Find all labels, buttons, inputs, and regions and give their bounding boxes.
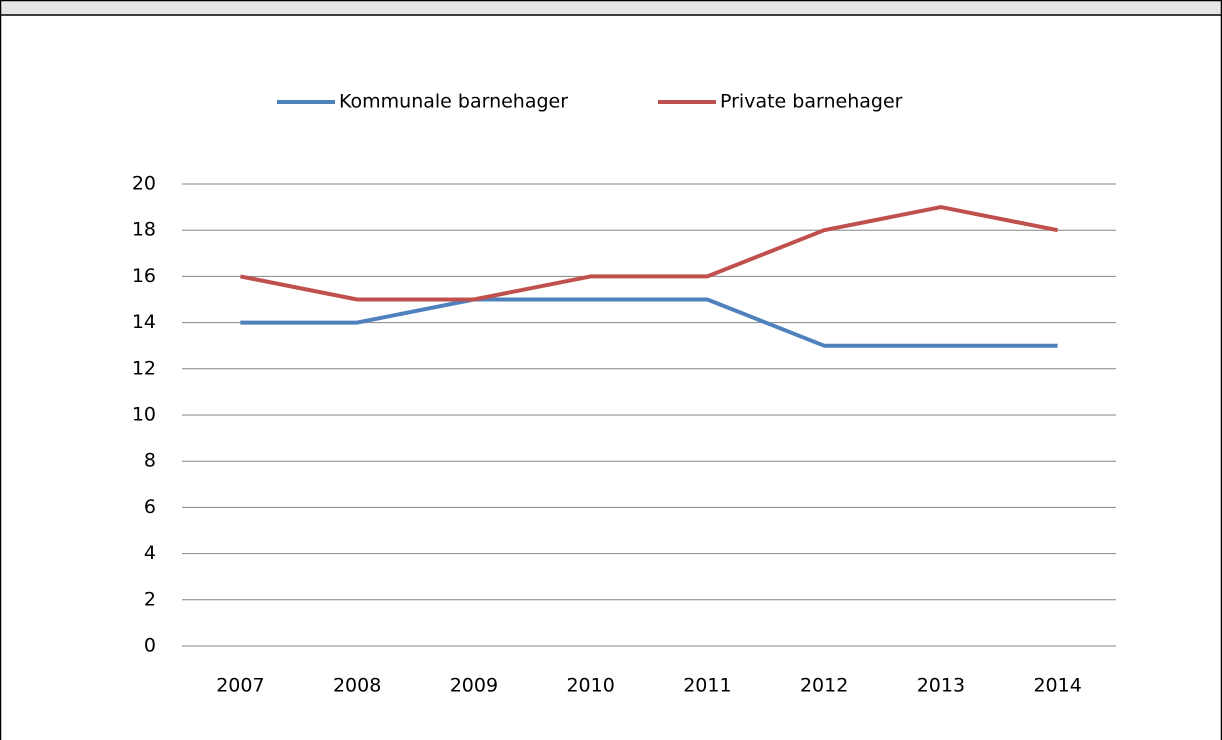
x-tick-label: 2008 [333, 675, 381, 697]
y-tick-label: 2 [144, 588, 156, 610]
legend-label: Private barnehager [720, 91, 903, 113]
top-strip [0, 0, 1222, 15]
series-line [240, 297, 1058, 348]
y-tick-label: 14 [132, 311, 156, 333]
x-tick-label: 2007 [216, 675, 264, 697]
x-tick-label: 2010 [566, 675, 614, 697]
x-tick-label: 2013 [917, 675, 965, 697]
y-tick-label: 6 [144, 496, 156, 518]
y-tick-label: 10 [132, 404, 156, 426]
x-tick-label: 2014 [1033, 675, 1081, 697]
y-tick-label: 0 [144, 635, 156, 657]
y-tick-label: 20 [132, 173, 156, 195]
y-tick-label: 18 [132, 219, 156, 241]
series-line [239, 205, 1059, 302]
y-tick-label: 12 [132, 357, 156, 379]
y-tick-label: 16 [132, 265, 156, 287]
x-tick-label: 2011 [683, 675, 731, 697]
x-tick-label: 2009 [450, 675, 498, 697]
y-tick-label: 8 [144, 450, 156, 472]
x-tick-label: 2012 [800, 675, 848, 697]
y-tick-label: 4 [144, 542, 156, 564]
legend-label: Kommunale barnehager [339, 91, 568, 113]
